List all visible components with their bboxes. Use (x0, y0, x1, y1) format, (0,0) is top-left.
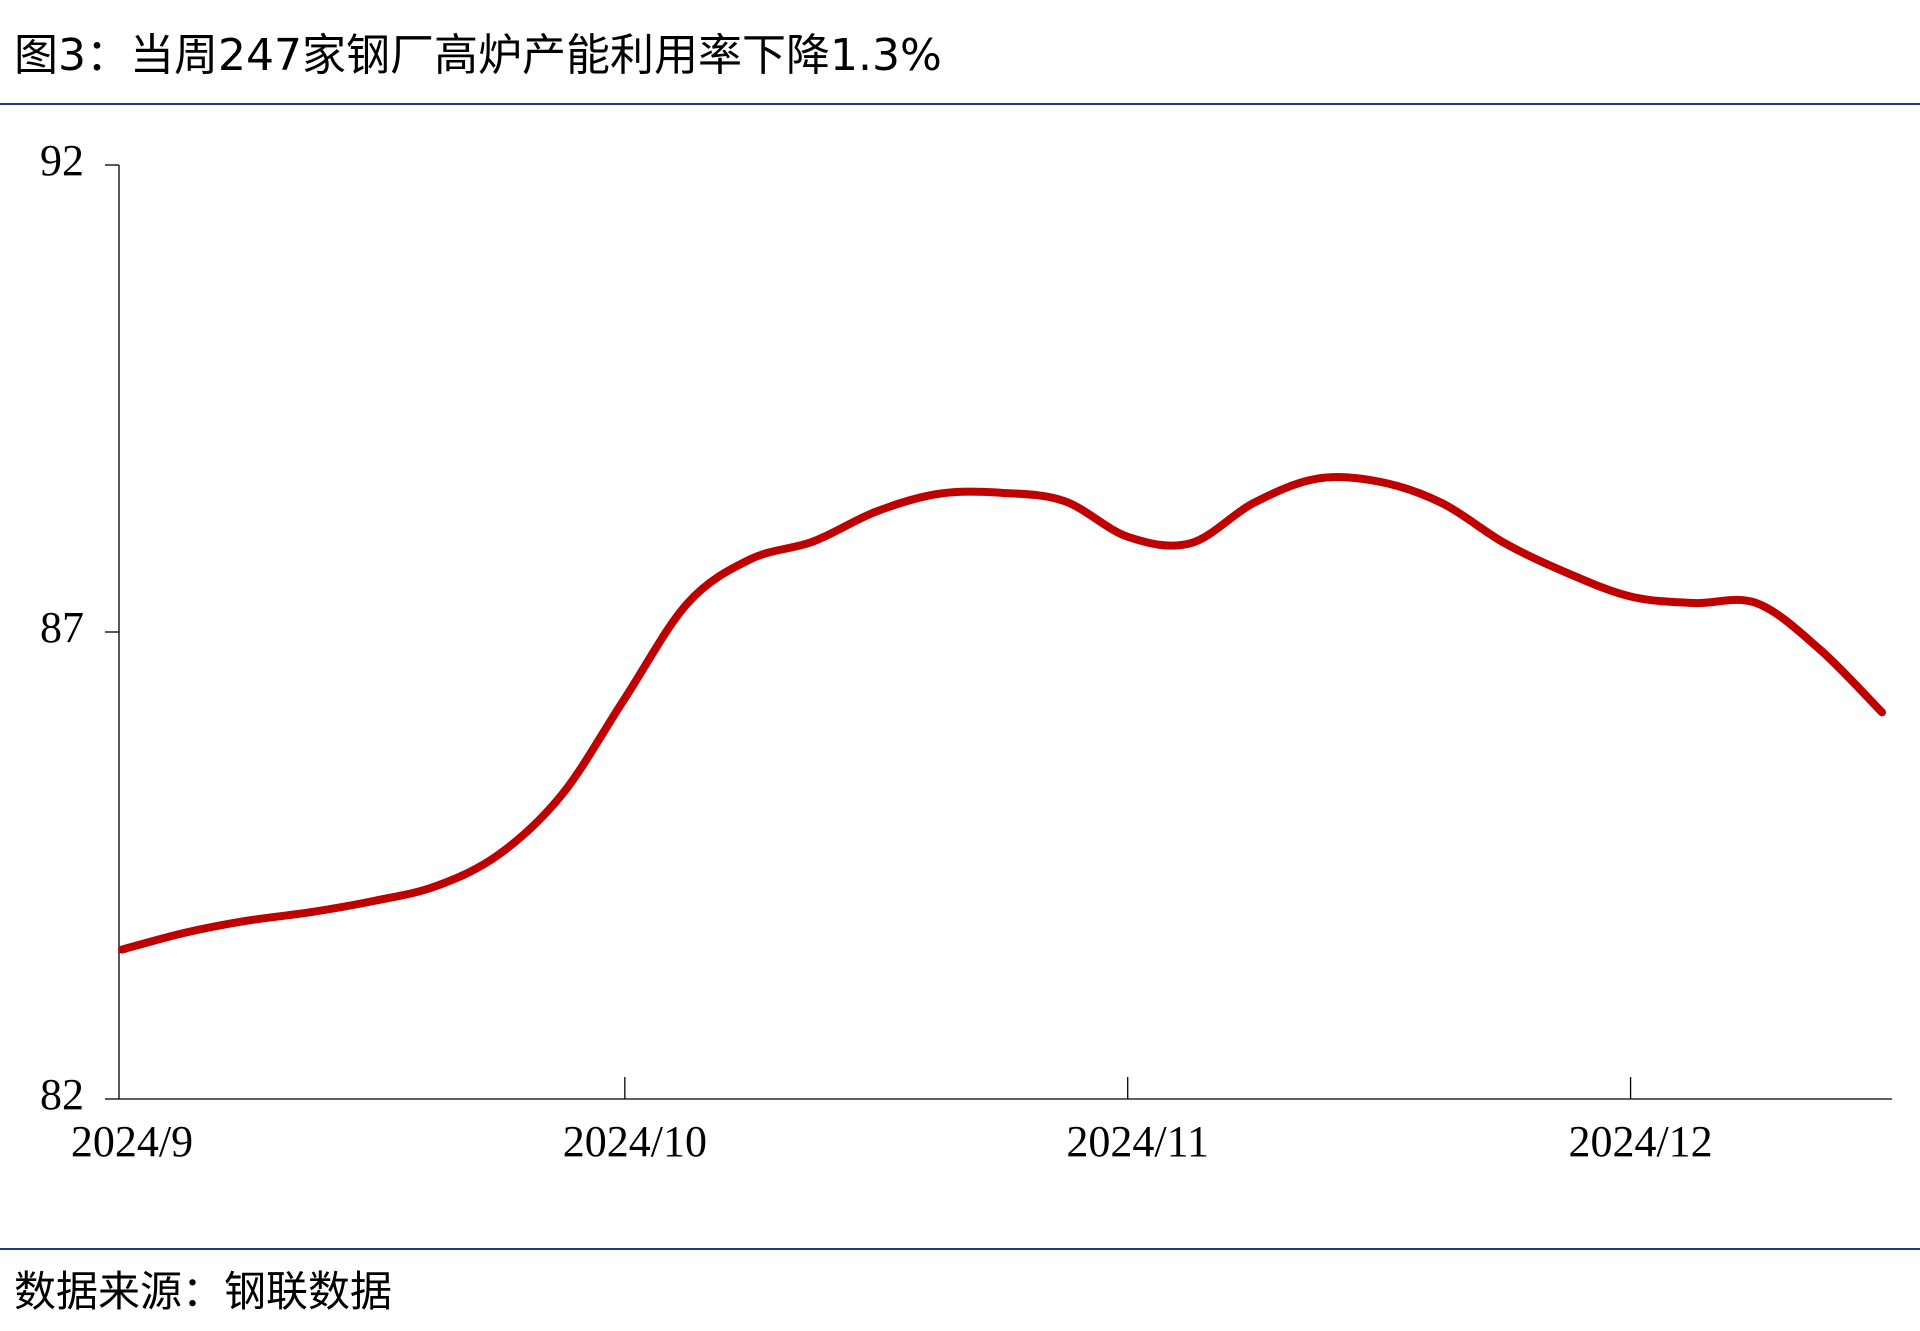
x-tick-label: 2024/12 (1568, 1117, 1712, 1166)
source-note: 数据来源：钢联数据 (14, 1267, 392, 1316)
x-tick-label: 2024/9 (71, 1117, 193, 1166)
chart-title: 图3：当周247家钢厂高炉产能利用率下降1.3% (14, 30, 942, 81)
y-tick-label: 82 (40, 1070, 84, 1119)
y-tick-label: 87 (40, 603, 84, 652)
data-line (118, 473, 1886, 954)
y-tick-label: 92 (40, 136, 84, 185)
x-tick-label: 2024/11 (1066, 1117, 1209, 1166)
x-tick-label: 2024/10 (563, 1117, 707, 1166)
